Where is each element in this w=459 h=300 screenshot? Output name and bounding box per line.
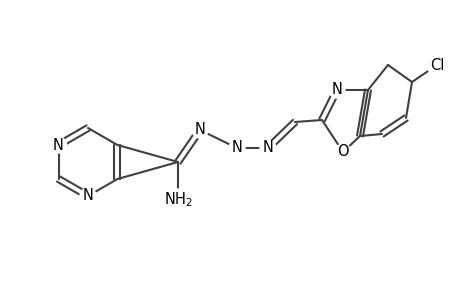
Circle shape xyxy=(229,140,245,156)
Circle shape xyxy=(80,188,96,204)
Text: N: N xyxy=(331,82,341,98)
Circle shape xyxy=(426,55,446,75)
Text: NH$_2$: NH$_2$ xyxy=(163,191,192,209)
Text: N: N xyxy=(231,140,242,155)
Circle shape xyxy=(334,144,350,160)
Circle shape xyxy=(167,189,189,211)
Text: Cl: Cl xyxy=(429,58,443,73)
Text: N: N xyxy=(262,140,273,155)
Circle shape xyxy=(259,140,275,156)
Text: N: N xyxy=(82,188,93,203)
Text: O: O xyxy=(336,145,348,160)
Text: N: N xyxy=(194,122,205,137)
Circle shape xyxy=(191,122,207,138)
Circle shape xyxy=(50,137,67,153)
Circle shape xyxy=(328,82,344,98)
Text: N: N xyxy=(53,137,64,152)
